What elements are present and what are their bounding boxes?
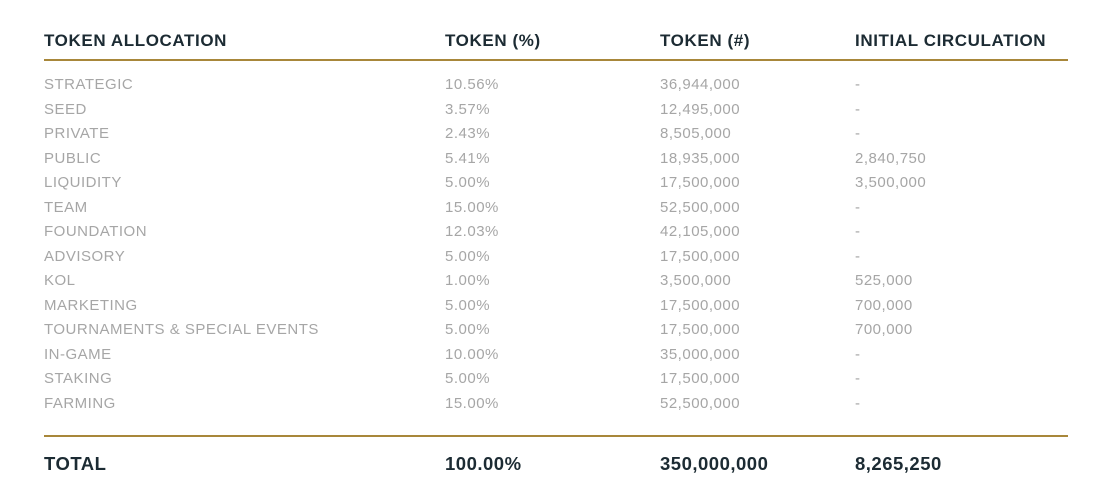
token-percent-cell: 15.00% [445,394,499,412]
allocation-name-cell: KOL [44,272,76,289]
token-count-cell: 17,500,000 [660,321,741,338]
initial-circulation-cell: - [855,76,861,93]
token-percent-cell: 5.00% [445,321,491,338]
initial-circulation-cell: - [855,223,861,240]
allocation-name-cell: STRATEGIC [44,76,134,93]
allocation-name-cell: TOURNAMENTS & SPECIAL EVENTS [44,321,319,338]
column-header-token-percent: TOKEN (%) [445,31,541,50]
token-count-cell: 36,944,000 [660,76,741,93]
token-count-cell: 17,500,000 [660,370,741,387]
table-row: TEAM 15.00% 52,500,000 - [44,196,1068,221]
token-count-cell: 17,500,000 [660,174,741,191]
token-percent-cell: 12.03% [445,223,499,240]
token-count-cell: 12,495,000 [660,100,741,118]
table-body: STRATEGIC 10.56% 36,944,000 - SEED 3.57%… [44,73,1068,416]
token-percent-cell: 5.00% [445,247,491,265]
token-count-cell: 17,500,000 [660,247,741,265]
allocation-name-cell: PUBLIC [44,149,102,167]
token-count-cell: 52,500,000 [660,198,741,216]
initial-circulation-cell: 3,500,000 [855,174,927,191]
initial-circulation-cell: 2,840,750 [855,149,927,167]
initial-circulation-cell: - [855,370,861,387]
initial-circulation-cell: - [855,100,861,118]
column-header-initial-circulation: INITIAL CIRCULATION [855,31,1047,50]
column-header-token-number: TOKEN (#) [660,31,751,50]
initial-circulation-cell: - [855,247,861,265]
initial-circulation-cell: 700,000 [855,296,913,314]
token-percent-cell: 10.00% [445,345,499,363]
table-total-row: TOTAL 100.00% 350,000,000 8,265,250 [44,451,1068,477]
header-divider-line [44,59,1068,61]
token-count-cell: 52,500,000 [660,394,741,412]
initial-circulation-cell: 525,000 [855,272,913,289]
initial-circulation-cell: - [855,198,861,216]
allocation-name-cell: MARKETING [44,296,138,314]
table-row: PRIVATE 2.43% 8,505,000 - [44,122,1068,147]
allocation-name-cell: FOUNDATION [44,223,148,240]
table-row: KOL 1.00% 3,500,000 525,000 [44,269,1068,294]
token-percent-cell: 2.43% [445,125,491,142]
allocation-name-cell: STAKING [44,370,113,387]
allocation-name-cell: FARMING [44,394,116,412]
allocation-name-cell: LIQUIDITY [44,174,122,191]
total-label: TOTAL [44,453,107,474]
token-count-cell: 8,505,000 [660,125,732,142]
token-percent-cell: 3.57% [445,100,491,118]
table-row: PUBLIC 5.41% 18,935,000 2,840,750 [44,147,1068,172]
token-count-cell: 17,500,000 [660,296,741,314]
token-percent-cell: 10.56% [445,76,499,93]
token-count-cell: 42,105,000 [660,223,741,240]
table-row: FOUNDATION 12.03% 42,105,000 - [44,220,1068,245]
token-count-cell: 35,000,000 [660,345,741,363]
total-token-percent: 100.00% [445,453,522,474]
table-row: TOURNAMENTS & SPECIAL EVENTS 5.00% 17,50… [44,318,1068,343]
token-percent-cell: 15.00% [445,198,499,216]
allocation-name-cell: SEED [44,100,87,118]
token-count-cell: 3,500,000 [660,272,732,289]
initial-circulation-cell: - [855,125,861,142]
table-header-row: TOKEN ALLOCATION TOKEN (%) TOKEN (#) INI… [44,30,1068,52]
table-row: MARKETING 5.00% 17,500,000 700,000 [44,294,1068,319]
total-initial-circulation: 8,265,250 [855,453,942,474]
allocation-name-cell: IN-GAME [44,345,112,363]
allocation-name-cell: ADVISORY [44,247,126,265]
table-row: SEED 3.57% 12,495,000 - [44,98,1068,123]
table-row: STRATEGIC 10.56% 36,944,000 - [44,73,1068,98]
initial-circulation-cell: - [855,394,861,412]
total-divider-line [44,435,1068,437]
initial-circulation-cell: 700,000 [855,321,913,338]
column-header-token-allocation: TOKEN ALLOCATION [44,31,228,50]
token-percent-cell: 5.00% [445,174,491,191]
total-token-count: 350,000,000 [660,453,769,474]
allocation-name-cell: TEAM [44,198,88,216]
table-row: IN-GAME 10.00% 35,000,000 - [44,343,1068,368]
allocation-name-cell: PRIVATE [44,125,110,142]
token-percent-cell: 5.41% [445,149,491,167]
token-percent-cell: 5.00% [445,296,491,314]
table-row: FARMING 15.00% 52,500,000 - [44,392,1068,417]
token-percent-cell: 5.00% [445,370,491,387]
initial-circulation-cell: - [855,345,861,363]
token-percent-cell: 1.00% [445,272,491,289]
table-row: LIQUIDITY 5.00% 17,500,000 3,500,000 [44,171,1068,196]
table-row: ADVISORY 5.00% 17,500,000 - [44,245,1068,270]
table-row: STAKING 5.00% 17,500,000 - [44,367,1068,392]
token-count-cell: 18,935,000 [660,149,741,167]
